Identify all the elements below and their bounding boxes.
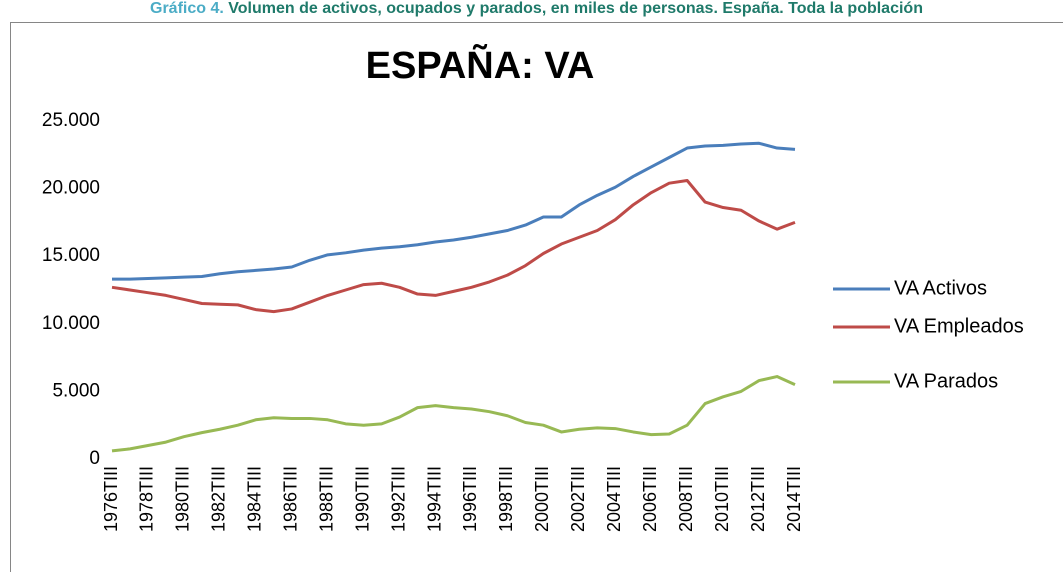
x-tick-label: 2012TIII [748, 466, 768, 532]
heading-label: Gráfico 4. [150, 0, 224, 17]
x-tick-label: 1976TIII [101, 466, 121, 532]
x-tick-label: 2010TIII [712, 466, 732, 532]
x-tick-label: 1982TIII [209, 466, 229, 532]
y-tick-label: 10.000 [42, 313, 100, 334]
x-tick-label: 2002TIII [568, 466, 588, 532]
chart-title: ESPAÑA: VA [366, 43, 595, 87]
x-tick-label: 1984TIII [245, 466, 265, 532]
x-tick-label: 2004TIII [604, 466, 624, 532]
legend-label: VA Empleados [894, 315, 1024, 337]
x-tick-label: 2014TIII [784, 466, 804, 532]
x-tick-label: 1980TIII [173, 466, 193, 532]
x-tick-label: 2006TIII [640, 466, 660, 532]
series-line [112, 141, 796, 281]
x-tick-label: 1988TIII [316, 466, 336, 532]
x-tick-label: 2008TIII [676, 466, 696, 532]
x-tick-label: 1998TIII [496, 466, 516, 532]
heading-text: Volumen de activos, ocupados y parados, … [228, 0, 923, 17]
series-line [111, 178, 796, 314]
heading: Gráfico 4. Volumen de activos, ocupados … [150, 0, 923, 17]
y-tick-label: 25.000 [42, 110, 100, 131]
legend-label: VA Activos [894, 277, 987, 299]
x-tick-label: 1978TIII [137, 466, 157, 532]
x-tick-label: 2000TIII [532, 466, 552, 532]
x-tick-label: 1994TIII [424, 466, 444, 532]
x-tick-label: 1990TIII [352, 466, 372, 532]
x-tick-label: 1986TIII [280, 466, 300, 532]
series-line [111, 375, 796, 453]
chart-frame [10, 22, 1063, 572]
legend-label: VA Parados [894, 370, 998, 392]
y-tick-label: 15.000 [42, 245, 100, 266]
y-tick-label: 5.000 [52, 380, 100, 401]
x-tick-label: 1992TIII [388, 466, 408, 532]
y-tick-label: 0 [89, 448, 100, 469]
x-tick-label: 1996TIII [460, 466, 480, 532]
y-tick-label: 20.000 [42, 178, 100, 199]
